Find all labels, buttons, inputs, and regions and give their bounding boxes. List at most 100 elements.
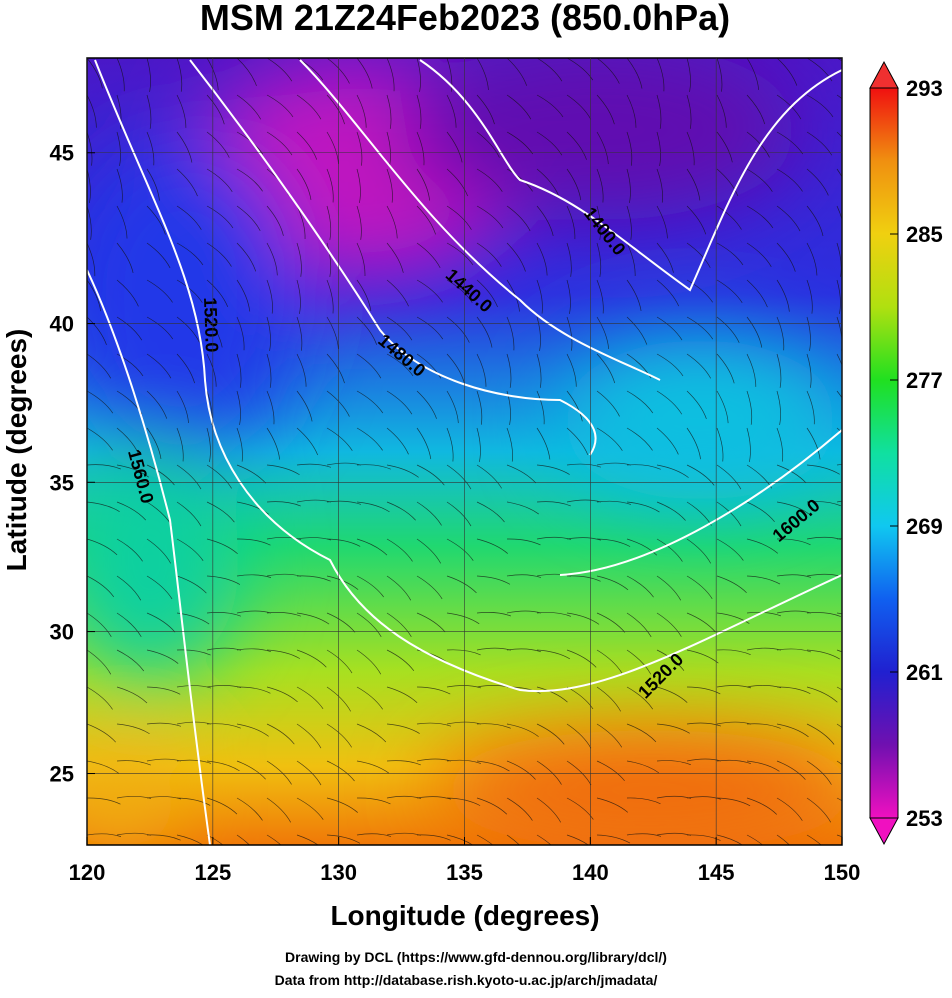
- streamline: [236, 797, 263, 821]
- streamline: [296, 131, 318, 160]
- streamline: [266, 612, 301, 617]
- streamline: [746, 427, 751, 462]
- streamline: [266, 834, 282, 845]
- streamline: [806, 279, 813, 314]
- streamline: [116, 131, 121, 166]
- streamline: [506, 834, 520, 845]
- streamline: [746, 390, 753, 425]
- streamline: [476, 390, 483, 425]
- streamline: [326, 723, 352, 748]
- streamline: [296, 316, 303, 351]
- streamline: [326, 205, 332, 240]
- streamline: [116, 279, 139, 307]
- streamline: [566, 575, 601, 582]
- streamline: [266, 686, 298, 703]
- streamline: [206, 94, 225, 125]
- streamline: [566, 390, 583, 422]
- streamline: [536, 649, 571, 660]
- streamline: [446, 464, 472, 490]
- streamline: [536, 501, 571, 507]
- streamline: [776, 501, 810, 515]
- streamline: [536, 94, 564, 118]
- streamline: [266, 797, 292, 823]
- streamline: [236, 94, 262, 120]
- streamline: [236, 242, 257, 272]
- streamline: [356, 833, 392, 837]
- streamline: [776, 427, 784, 462]
- streamline: [806, 464, 840, 475]
- streamline: [236, 168, 263, 192]
- streamline: [776, 131, 804, 155]
- streamline: [476, 538, 508, 554]
- streamline: [836, 537, 842, 540]
- streamline: [536, 131, 563, 156]
- streamline: [87, 833, 122, 837]
- streamline: [236, 501, 269, 515]
- streamline: [416, 427, 432, 460]
- streamline: [506, 94, 532, 120]
- streamline: [356, 797, 391, 805]
- streamline: [836, 131, 842, 138]
- streamline: [446, 131, 463, 163]
- streamline: [566, 316, 573, 351]
- streamline: [446, 353, 465, 384]
- streamline: [836, 500, 842, 503]
- streamline: [416, 316, 444, 340]
- streamline: [446, 759, 482, 764]
- streamline: [536, 797, 562, 823]
- streamline: [806, 131, 833, 156]
- streamline: [776, 316, 785, 351]
- streamline: [656, 316, 683, 341]
- x-tick-label: 120: [69, 860, 106, 885]
- streamline: [836, 94, 842, 100]
- streamline: [116, 353, 144, 377]
- streamline: [686, 538, 712, 564]
- streamline: [806, 168, 829, 196]
- streamline: [146, 834, 181, 841]
- streamline: [716, 316, 740, 343]
- streamline: [686, 758, 722, 762]
- streamline: [446, 168, 469, 197]
- streamline: [416, 168, 431, 201]
- streamline: [416, 94, 422, 129]
- streamline: [596, 760, 625, 782]
- streamline: [356, 649, 382, 675]
- streamline: [686, 205, 707, 235]
- streamline: [416, 242, 441, 269]
- streamline: [116, 316, 143, 341]
- streamline: [326, 279, 334, 314]
- streamline: [686, 834, 721, 841]
- streamline: [776, 686, 811, 694]
- streamline: [626, 575, 654, 598]
- streamline: [446, 575, 477, 594]
- streamline: [296, 797, 324, 820]
- streamline: [87, 168, 91, 203]
- streamline: [416, 390, 437, 419]
- streamline: [506, 390, 511, 425]
- streamline: [656, 58, 665, 92]
- streamline: [596, 538, 631, 547]
- streamline: [266, 390, 275, 425]
- streamline: [176, 649, 211, 656]
- streamline: [206, 58, 219, 91]
- streamline: [686, 722, 722, 727]
- streamline: [326, 575, 359, 590]
- streamline: [656, 168, 663, 203]
- streamline: [206, 316, 223, 348]
- streamline: [656, 205, 668, 239]
- streamline: [356, 279, 372, 312]
- streamline: [506, 316, 515, 351]
- streamline: [566, 537, 602, 541]
- streamline: [806, 834, 822, 845]
- colorbar-tick-label: 269: [906, 514, 943, 539]
- streamline: [806, 94, 834, 118]
- streamline: [806, 316, 811, 351]
- streamline: [116, 168, 123, 203]
- streamline: [626, 316, 648, 345]
- streamline: [836, 612, 842, 615]
- streamline: [656, 242, 674, 273]
- streamline: [476, 205, 504, 229]
- streamline: [566, 499, 602, 503]
- streamline: [716, 759, 752, 765]
- streamline: [506, 501, 539, 515]
